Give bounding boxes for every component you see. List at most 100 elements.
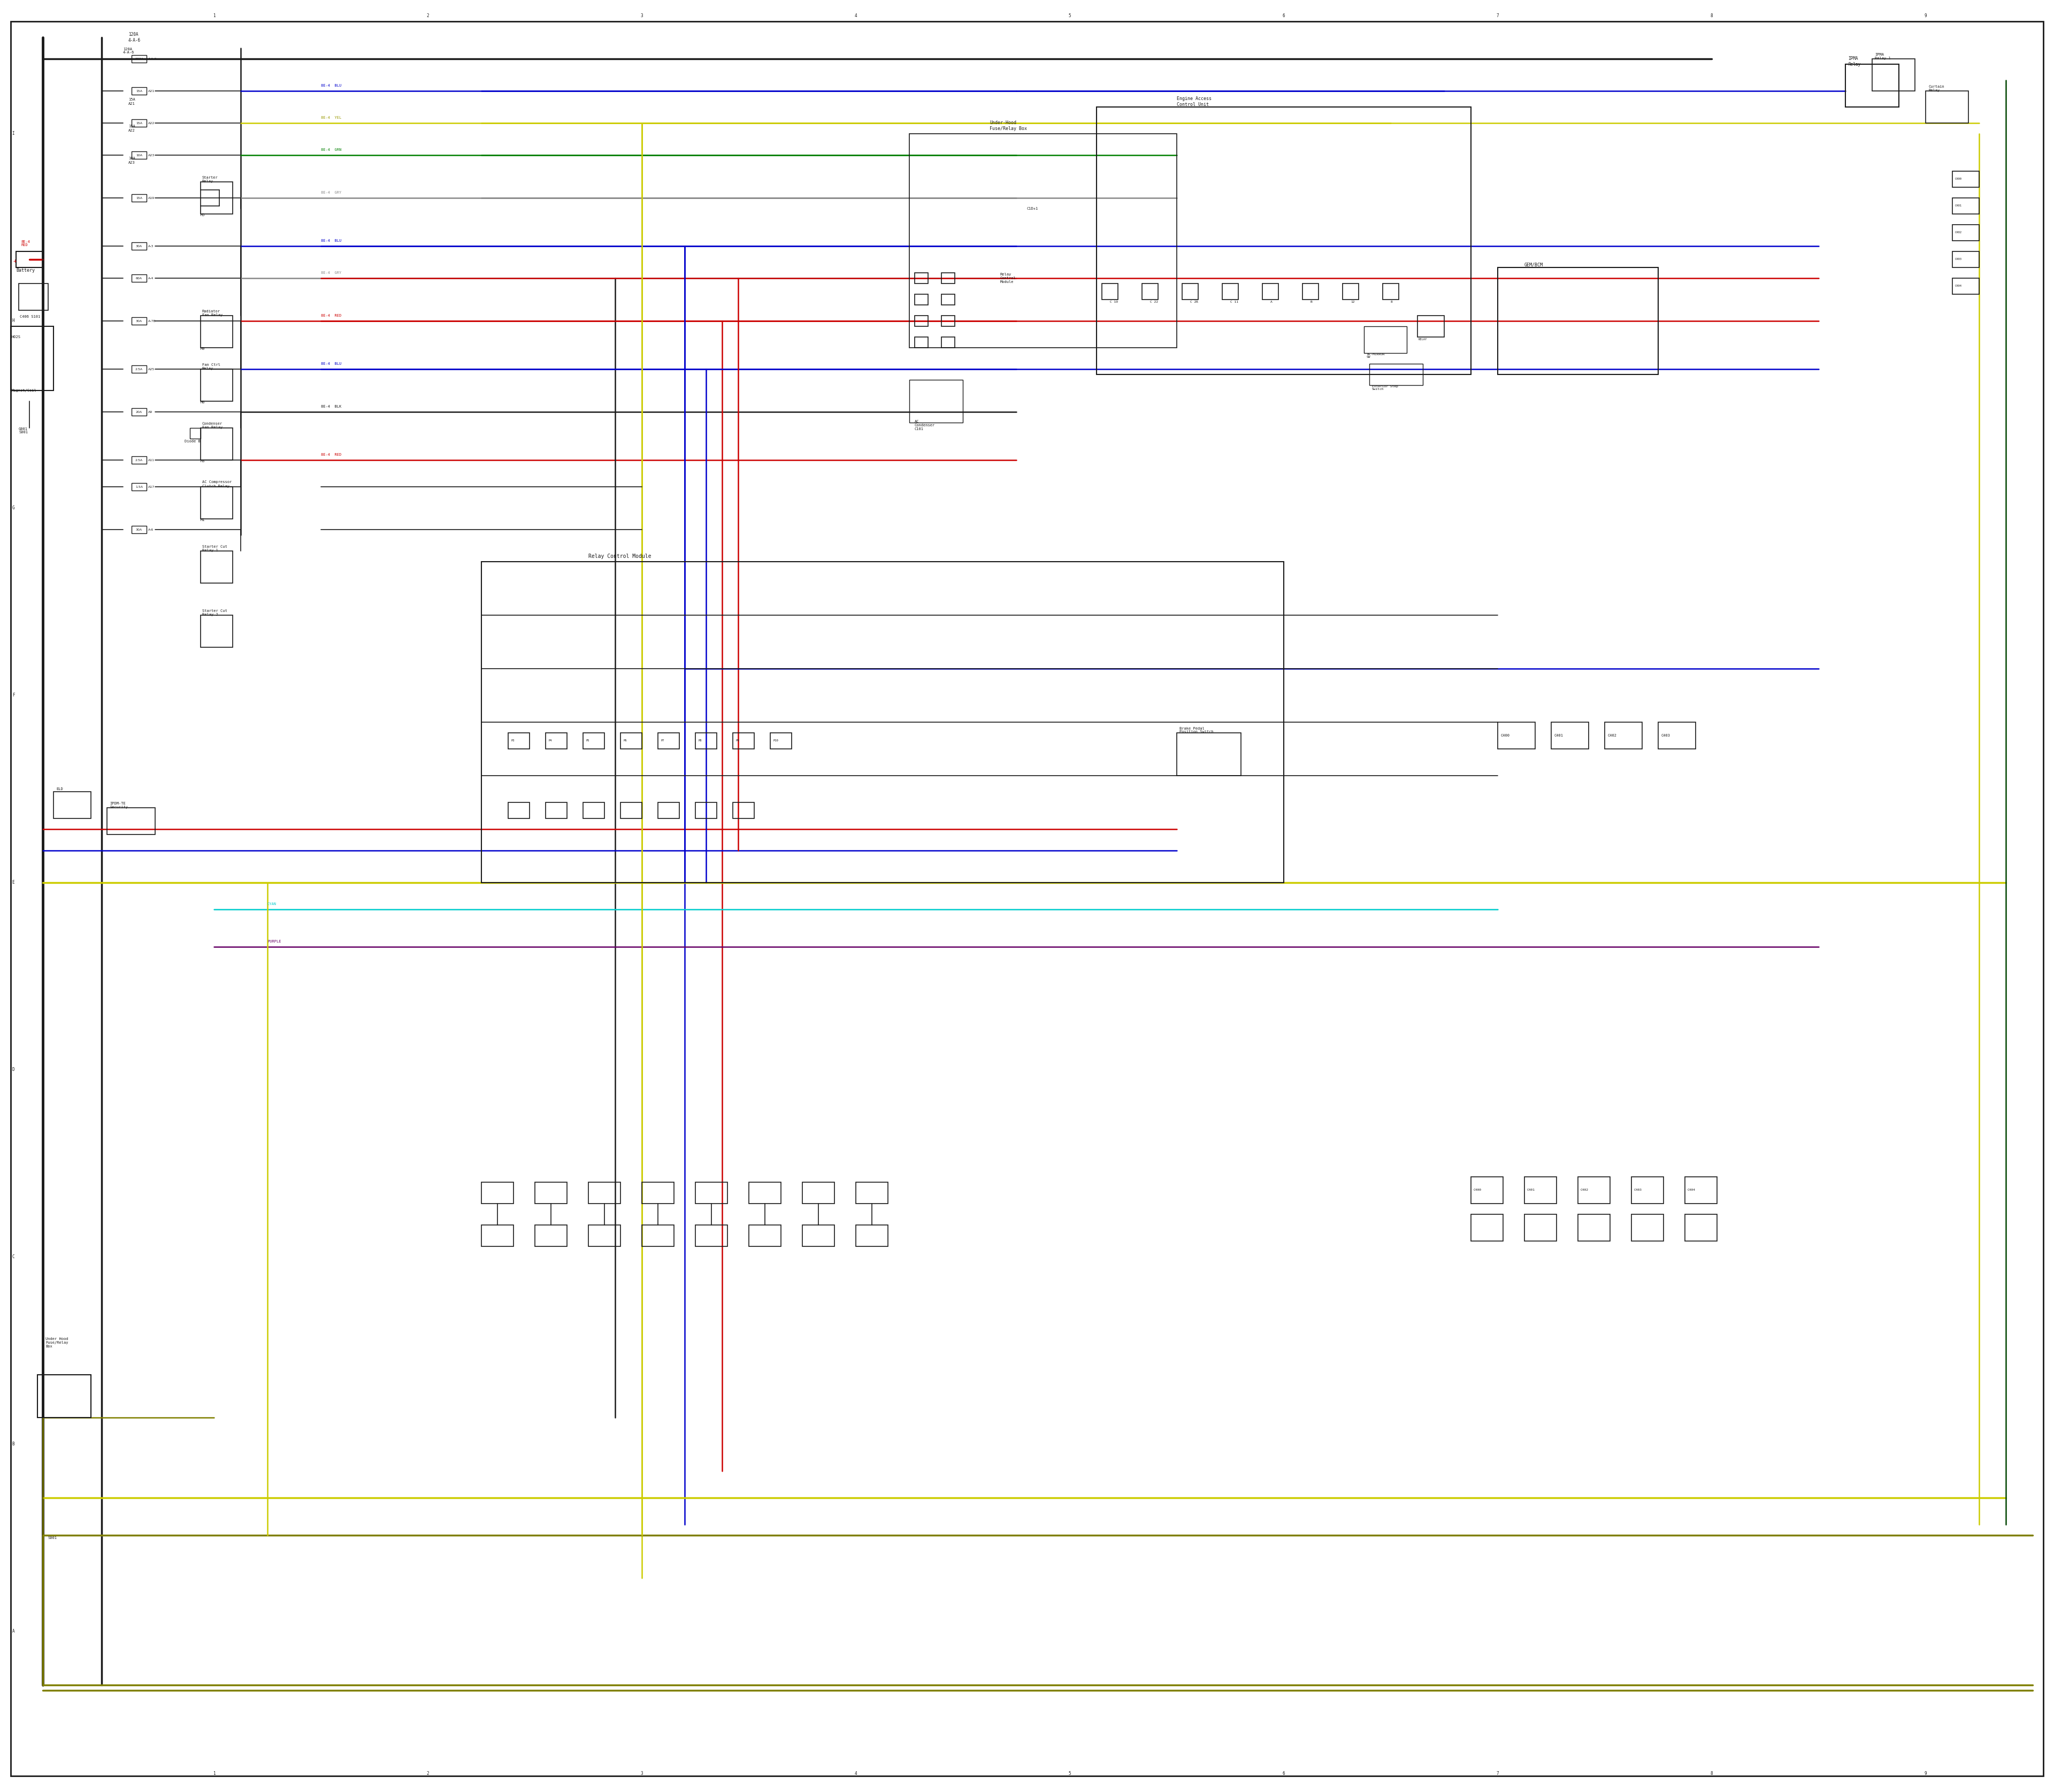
Text: Starter
Relay: Starter Relay bbox=[201, 176, 218, 183]
Text: A: A bbox=[12, 1629, 14, 1634]
Text: 7: 7 bbox=[1497, 14, 1499, 18]
Bar bbox=[1551, 722, 1588, 749]
Text: 8E-4  RED: 8E-4 RED bbox=[320, 314, 341, 317]
Text: 120A
4-A-6: 120A 4-A-6 bbox=[127, 32, 142, 43]
Text: B: B bbox=[12, 1443, 14, 1446]
Text: G001
S001: G001 S001 bbox=[18, 426, 29, 434]
Bar bbox=[1101, 283, 1117, 299]
Bar bbox=[770, 733, 791, 749]
Text: A-7B: A-7B bbox=[148, 319, 156, 323]
Bar bbox=[53, 792, 90, 819]
Text: 8: 8 bbox=[1711, 1770, 1713, 1776]
Text: Curtain
Relay: Curtain Relay bbox=[1929, 84, 1945, 91]
Text: G: G bbox=[12, 505, 14, 511]
Bar bbox=[1577, 1215, 1610, 1242]
Text: 8E-4  BLU: 8E-4 BLU bbox=[320, 238, 341, 242]
Text: C403: C403 bbox=[1955, 258, 1962, 262]
Bar bbox=[1953, 251, 1980, 267]
Text: 7: 7 bbox=[1497, 1770, 1499, 1776]
Bar bbox=[696, 1183, 727, 1204]
Text: C1D+1: C1D+1 bbox=[1027, 208, 1039, 210]
Bar bbox=[1222, 283, 1239, 299]
Bar bbox=[201, 181, 232, 213]
Bar bbox=[534, 1183, 567, 1204]
Bar bbox=[131, 457, 146, 464]
Text: 9: 9 bbox=[1925, 14, 1927, 18]
Bar bbox=[641, 1183, 674, 1204]
Text: 3: 3 bbox=[641, 14, 643, 18]
Bar bbox=[657, 803, 680, 819]
Bar bbox=[696, 1226, 727, 1247]
Bar bbox=[1471, 1177, 1504, 1204]
Bar bbox=[914, 272, 928, 283]
Text: Starter Cut
Relay 1: Starter Cut Relay 1 bbox=[201, 545, 228, 552]
Bar bbox=[481, 1226, 514, 1247]
Bar bbox=[1524, 1177, 1557, 1204]
Bar bbox=[131, 194, 146, 202]
Text: 30A: 30A bbox=[136, 529, 142, 530]
Text: A25: A25 bbox=[148, 367, 154, 371]
Text: 5: 5 bbox=[1068, 14, 1070, 18]
Text: Condenser
Fan Relay: Condenser Fan Relay bbox=[201, 421, 222, 428]
Bar bbox=[941, 315, 955, 326]
Text: 120A
4-A-6: 120A 4-A-6 bbox=[123, 47, 134, 54]
Text: C 2R: C 2R bbox=[1189, 301, 1197, 303]
Text: H: H bbox=[12, 319, 14, 323]
Text: 6: 6 bbox=[1282, 1770, 1286, 1776]
Bar bbox=[131, 317, 146, 324]
Text: A17: A17 bbox=[148, 486, 154, 487]
Text: Under Hood
Fuse/Relay
Box: Under Hood Fuse/Relay Box bbox=[45, 1337, 68, 1348]
Text: Magnet/Coil: Magnet/Coil bbox=[12, 389, 37, 392]
Text: 4-A-6: 4-A-6 bbox=[148, 57, 156, 61]
Bar bbox=[131, 151, 146, 159]
Text: M1: M1 bbox=[201, 518, 205, 521]
Text: C402: C402 bbox=[1608, 735, 1616, 737]
Text: A23: A23 bbox=[148, 154, 154, 156]
Bar bbox=[1684, 1215, 1717, 1242]
Bar bbox=[1364, 326, 1407, 353]
Bar bbox=[1343, 283, 1358, 299]
Bar bbox=[857, 1183, 887, 1204]
Bar bbox=[481, 1183, 514, 1204]
Bar bbox=[914, 294, 928, 305]
Text: 8E-4  GRY: 8E-4 GRY bbox=[320, 271, 341, 274]
Bar bbox=[941, 337, 955, 348]
Text: 8E-4  BLU: 8E-4 BLU bbox=[320, 362, 341, 366]
Bar bbox=[131, 366, 146, 373]
Text: 2: 2 bbox=[427, 14, 429, 18]
Text: A-3: A-3 bbox=[148, 246, 154, 247]
Text: 2.5A: 2.5A bbox=[136, 459, 144, 461]
Text: C 22: C 22 bbox=[1150, 301, 1158, 303]
Text: 8E-4  GRN: 8E-4 GRN bbox=[320, 149, 341, 151]
Text: Starter Cut
Relay 2: Starter Cut Relay 2 bbox=[201, 609, 228, 616]
Text: C403: C403 bbox=[1662, 735, 1670, 737]
Bar bbox=[1497, 267, 1658, 375]
Bar bbox=[1142, 283, 1158, 299]
Text: 1: 1 bbox=[214, 1770, 216, 1776]
Bar bbox=[657, 733, 680, 749]
Text: BL-MIRROR
SW: BL-MIRROR SW bbox=[1366, 353, 1384, 358]
Text: A11: A11 bbox=[148, 459, 154, 461]
Bar bbox=[1302, 283, 1319, 299]
Text: Brake Pedal
Position Switch: Brake Pedal Position Switch bbox=[1179, 728, 1214, 733]
Text: I: I bbox=[12, 131, 14, 136]
Text: F: F bbox=[12, 694, 14, 697]
Text: 120A: 120A bbox=[136, 57, 144, 61]
Bar bbox=[910, 134, 1177, 348]
Bar bbox=[1417, 315, 1444, 337]
Bar bbox=[131, 88, 146, 95]
Bar bbox=[941, 294, 955, 305]
Bar bbox=[696, 733, 717, 749]
Text: P8: P8 bbox=[698, 740, 702, 742]
Bar bbox=[620, 803, 641, 819]
Text: 1.5A: 1.5A bbox=[136, 486, 144, 487]
Text: IPMA
Relay: IPMA Relay bbox=[1849, 56, 1861, 66]
Text: RELAY: RELAY bbox=[1419, 339, 1428, 340]
Bar bbox=[10, 326, 53, 391]
Bar bbox=[1953, 278, 1980, 294]
Text: A22: A22 bbox=[148, 122, 154, 124]
Text: Under-Hood
Fuse/Relay Box: Under-Hood Fuse/Relay Box bbox=[990, 120, 1027, 131]
Bar bbox=[201, 487, 232, 520]
Bar bbox=[1097, 108, 1471, 375]
Bar bbox=[201, 315, 232, 348]
